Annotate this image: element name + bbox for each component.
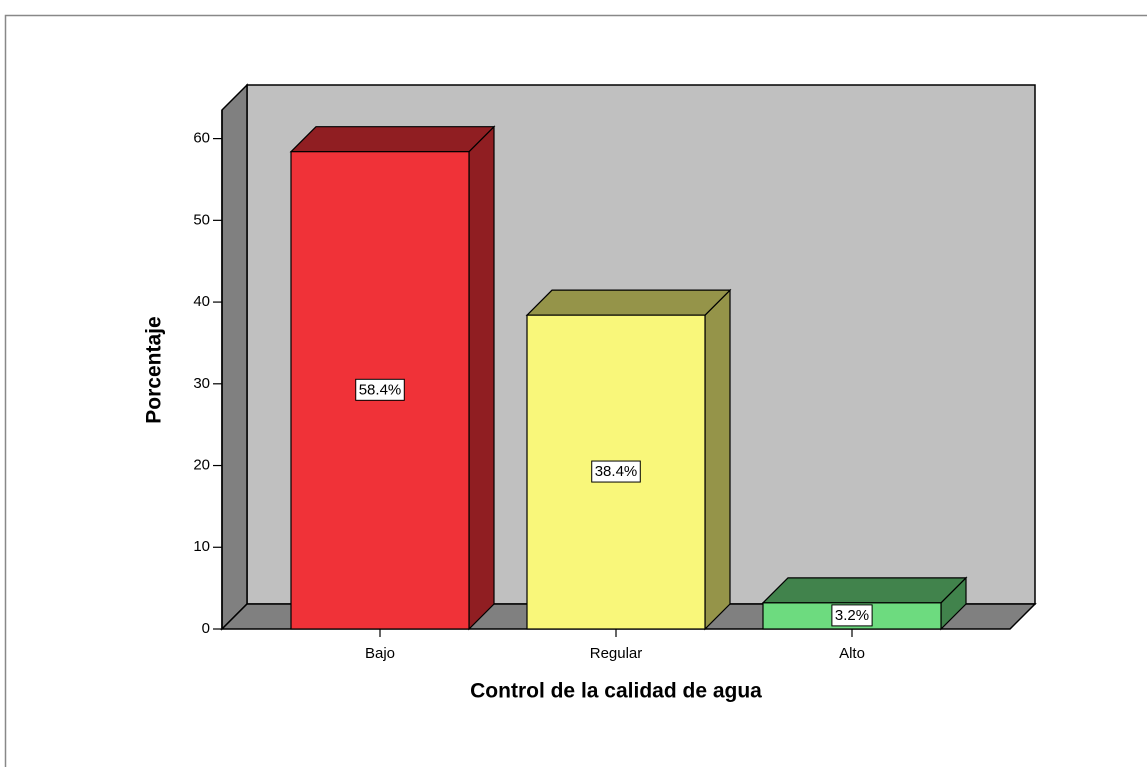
y-tick-label: 0 xyxy=(202,620,210,637)
y-tick-label: 10 xyxy=(193,538,210,555)
y-tick-label: 60 xyxy=(193,130,210,147)
bar-top xyxy=(289,126,496,153)
value-label-box xyxy=(831,604,873,627)
y-tick-label: 50 xyxy=(193,211,210,228)
bar-top xyxy=(761,577,968,604)
x-tick-label: Alto xyxy=(839,645,865,662)
bar xyxy=(526,314,706,630)
y-tick-label: 40 xyxy=(193,293,210,310)
y-tick-label: 20 xyxy=(193,457,210,474)
x-tick-label: Bajo xyxy=(365,645,395,662)
value-label-box xyxy=(355,378,405,401)
bar-side xyxy=(468,125,495,631)
x-tick-label: Regular xyxy=(590,645,643,662)
value-label: 38.4% xyxy=(595,463,638,480)
y-axis-title: Porcentaje xyxy=(143,316,166,423)
value-label: 58.4% xyxy=(359,381,402,398)
value-label: 3.2% xyxy=(835,607,869,624)
side-wall xyxy=(221,83,248,631)
value-label-box xyxy=(591,460,641,483)
bar-side xyxy=(704,288,731,631)
bar-top xyxy=(525,289,732,316)
y-tick-label: 30 xyxy=(193,375,210,392)
x-axis-title: Control de la calidad de agua xyxy=(470,680,762,703)
